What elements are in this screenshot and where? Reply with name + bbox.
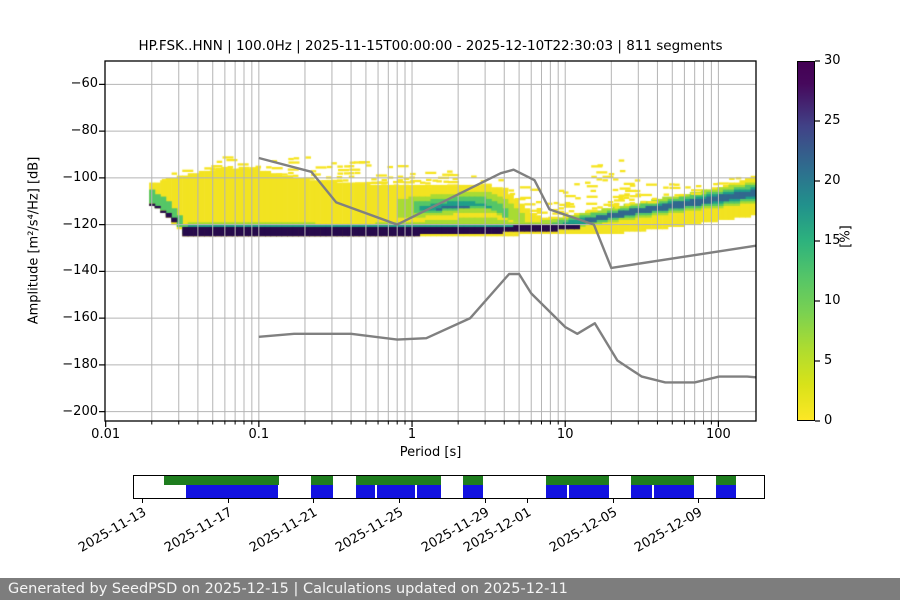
colorbar-tick-label: 20 xyxy=(824,173,841,188)
coverage-segment xyxy=(631,485,652,498)
x-tick-label: 10 xyxy=(556,427,574,442)
colorbar-tick-label: 15 xyxy=(824,233,841,248)
footer-text: Generated by SeedPSD on 2025-12-15 | Cal… xyxy=(8,581,568,597)
coverage-axis-tick xyxy=(398,498,400,503)
high-noise-model-line xyxy=(258,156,757,270)
y-tick-label: −100 xyxy=(62,169,98,185)
colorbar-tick-label: 30 xyxy=(824,53,841,68)
coverage-segment xyxy=(546,476,610,485)
coverage-segment xyxy=(163,476,280,485)
y-tick-label: −60 xyxy=(70,76,98,92)
coverage-segment xyxy=(715,476,737,485)
x-tick-label: 1 xyxy=(407,427,417,442)
data-coverage-bar xyxy=(133,475,765,499)
coverage-segment xyxy=(631,476,694,485)
coverage-segment xyxy=(185,485,278,498)
x-tick-label: 0.1 xyxy=(248,427,270,442)
coverage-axis-tick xyxy=(527,498,528,503)
y-tick-label: −140 xyxy=(62,263,98,279)
footer-bar: Generated by SeedPSD on 2025-12-15 | Cal… xyxy=(0,578,900,600)
colorbar-tick-label: 10 xyxy=(824,293,841,308)
coverage-axis-tick xyxy=(312,498,314,503)
colorbar-tick-label: 0 xyxy=(824,413,833,428)
coverage-segment xyxy=(311,476,333,485)
y-tick-label: −180 xyxy=(62,356,98,372)
colorbar-tick-label: 5 xyxy=(824,353,833,368)
colorbar xyxy=(797,61,815,421)
axes-frame xyxy=(104,60,757,422)
coverage-segment xyxy=(654,485,694,498)
coverage-segment xyxy=(546,485,567,498)
low-noise-model-line xyxy=(258,272,757,384)
coverage-segment xyxy=(356,485,375,498)
colorbar-tick-label: 25 xyxy=(824,113,841,128)
y-tick-label: −200 xyxy=(62,403,98,419)
coverage-axis-tick xyxy=(142,498,143,503)
colorbar-label: [%] xyxy=(838,225,854,248)
coverage-axis-tick xyxy=(484,498,486,503)
plot-title: HP.FSK..HNN | 100.0Hz | 2025-11-15T00:00… xyxy=(138,38,723,54)
coverage-axis-tick xyxy=(697,498,699,503)
coverage-axis-tick xyxy=(612,498,614,503)
coverage-segment xyxy=(416,485,441,498)
coverage-segment xyxy=(376,485,415,498)
ppsd-histogram-canvas xyxy=(105,61,756,421)
coverage-segment xyxy=(311,485,333,498)
y-tick-label: −160 xyxy=(62,310,98,326)
coverage-segment xyxy=(715,485,737,498)
x-axis-label: Period [s] xyxy=(399,445,462,460)
coverage-segment xyxy=(462,485,484,498)
y-tick-label: −120 xyxy=(62,216,98,232)
x-tick-label: 0.01 xyxy=(91,427,121,442)
x-tick-label: 100 xyxy=(705,427,731,442)
coverage-segment xyxy=(356,476,441,485)
coverage-segment xyxy=(569,485,609,498)
coverage-axis-tick xyxy=(228,498,229,503)
coverage-segment xyxy=(462,476,484,485)
y-tick-label: −80 xyxy=(70,123,98,139)
